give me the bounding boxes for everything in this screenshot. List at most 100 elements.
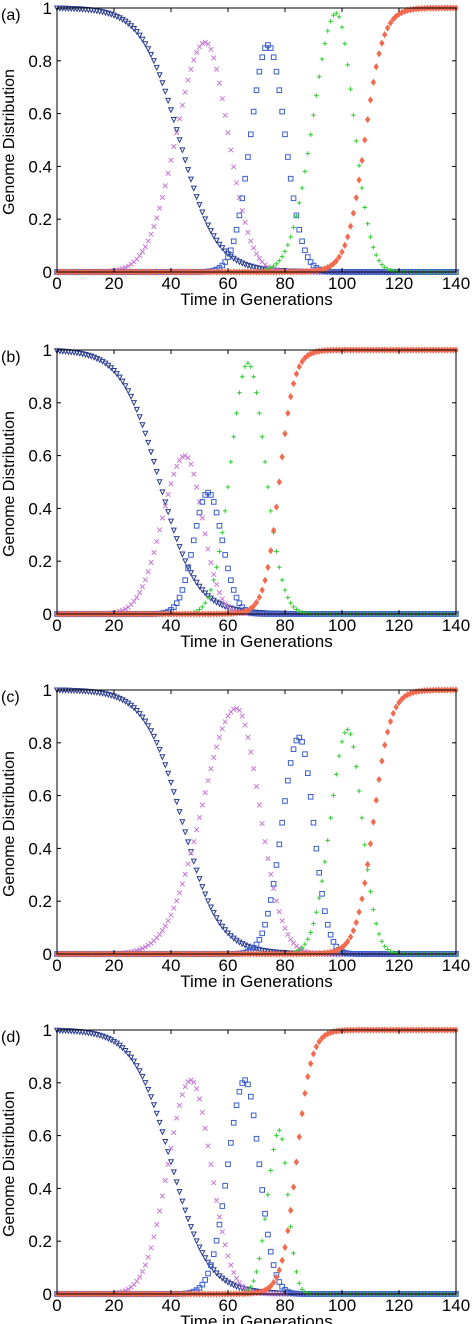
data-point-x [182, 871, 188, 877]
data-point-diamond [359, 156, 365, 165]
data-point-diamond [387, 717, 394, 726]
data-point-x [213, 581, 220, 588]
data-point-plus [314, 909, 319, 915]
data-point-triangle [190, 858, 197, 865]
data-point-square [273, 68, 280, 75]
data-point-x [193, 827, 200, 833]
data-point-triangle [145, 46, 152, 53]
data-point-x [191, 471, 197, 477]
data-point-x [216, 589, 223, 596]
data-point-diamond [364, 115, 371, 124]
data-point-plus [365, 867, 370, 873]
data-point-square [202, 1277, 208, 1283]
data-point-square [267, 1248, 274, 1255]
data-point-plus [376, 258, 382, 263]
data-point-x [202, 39, 208, 45]
data-point-x [168, 1145, 174, 1151]
data-point-x [179, 881, 186, 887]
data-point-plus [334, 10, 339, 16]
data-point-square [182, 577, 189, 584]
x-tick-label: 120 [385, 956, 413, 975]
data-point-diamond [387, 19, 394, 27]
x-tick-label: 0 [52, 1296, 61, 1315]
data-point-triangle [170, 789, 177, 796]
data-point-triangle [190, 575, 197, 582]
data-point-square [253, 941, 260, 948]
data-point-plus [257, 1256, 262, 1261]
data-point-triangle [179, 819, 186, 826]
data-point-diamond [273, 503, 280, 511]
data-point-x [151, 549, 157, 556]
data-point-plus [302, 169, 308, 174]
data-point-triangle [187, 176, 195, 183]
data-point-x [222, 112, 228, 119]
data-point-x [142, 577, 149, 583]
x-tick-label: 60 [219, 274, 238, 293]
data-point-diamond [382, 31, 388, 39]
data-point-plus [379, 939, 385, 944]
data-point-triangle [139, 422, 146, 429]
y-tick-label: 0.6 [28, 787, 52, 806]
data-point-triangle [116, 374, 123, 381]
data-point-square [199, 1281, 206, 1288]
data-point-plus [334, 772, 339, 777]
data-point-plus [385, 947, 390, 952]
data-point-triangle [147, 51, 155, 59]
data-point-triangle [165, 770, 172, 778]
data-point-diamond [302, 1089, 308, 1097]
data-point-plus [294, 213, 299, 219]
data-point-triangle [159, 80, 166, 87]
x-tick-label: 0 [52, 274, 61, 293]
data-point-triangle [170, 117, 177, 124]
data-point-square [256, 68, 263, 75]
data-point-diamond [296, 1133, 302, 1141]
data-point-plus [291, 604, 296, 610]
data-point-triangle [150, 1102, 158, 1109]
data-point-diamond [293, 1158, 300, 1166]
data-point-plus [248, 364, 254, 369]
data-point-x [134, 594, 140, 601]
data-point-triangle [216, 241, 223, 248]
data-point-x [228, 1262, 234, 1268]
data-point-square [210, 1251, 217, 1257]
data-point-x [262, 262, 268, 268]
data-point-x [145, 238, 151, 244]
data-point-triangle [165, 97, 172, 105]
data-point-triangle [173, 799, 180, 806]
data-point-x [151, 223, 157, 230]
data-point-square [228, 247, 234, 254]
data-point-x [162, 183, 168, 189]
data-point-square [171, 604, 177, 610]
data-point-x [171, 471, 177, 477]
data-point-square [285, 154, 291, 160]
x-tick-label: 40 [162, 1296, 181, 1315]
data-point-x [299, 947, 305, 953]
data-point-square [199, 499, 206, 505]
y-axis-label: Genome Distribution [1, 1091, 18, 1237]
data-point-x [202, 1125, 208, 1131]
data-point-square [208, 492, 214, 498]
data-point-x [168, 157, 174, 163]
data-point-plus [239, 374, 245, 380]
data-point-plus [254, 390, 259, 395]
data-point-x [279, 918, 285, 924]
data-point-square [188, 552, 194, 558]
data-point-x [185, 1079, 191, 1085]
data-point-plus [356, 788, 362, 794]
data-point-plus [277, 564, 282, 570]
data-point-plus [271, 263, 276, 269]
data-point-square [327, 931, 334, 938]
data-point-square [273, 862, 280, 868]
data-point-x [211, 571, 217, 578]
data-point-triangle [193, 1238, 200, 1245]
series-plus [54, 10, 459, 275]
data-point-triangle [125, 1051, 132, 1058]
data-point-plus [388, 949, 393, 954]
data-point-x [239, 713, 245, 719]
data-point-x [205, 41, 211, 47]
data-point-diamond [362, 879, 368, 887]
data-point-x [222, 719, 228, 725]
data-point-diamond [288, 1206, 294, 1215]
data-point-triangle [145, 439, 152, 447]
x-tick-label: 100 [328, 956, 356, 975]
